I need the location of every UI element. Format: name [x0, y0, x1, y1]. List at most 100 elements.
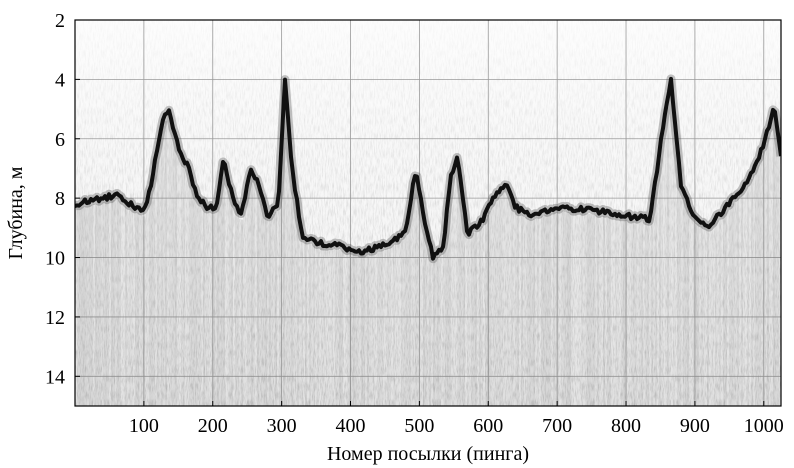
sub-bottom-echo	[557, 211, 559, 406]
x-tick-label: 400	[336, 415, 366, 437]
sub-bottom-echo	[453, 173, 455, 406]
sub-bottom-echo	[287, 108, 289, 406]
sub-bottom-echo	[757, 164, 759, 406]
sub-bottom-echo	[351, 252, 353, 406]
sub-bottom-echo	[643, 222, 645, 406]
sub-bottom-echo	[303, 241, 305, 406]
sub-bottom-echo	[199, 201, 201, 406]
y-tick-label: 12	[45, 307, 65, 329]
sub-bottom-echo	[435, 259, 437, 406]
sub-bottom-echo	[391, 246, 393, 406]
x-tick-label: 300	[267, 415, 297, 437]
sub-bottom-echo	[545, 214, 547, 406]
sub-bottom-echo	[741, 193, 743, 406]
sub-bottom-echo	[369, 254, 371, 406]
sub-bottom-echo	[147, 204, 149, 406]
sub-bottom-echo	[585, 213, 587, 406]
y-tick-label: 8	[55, 188, 65, 210]
sub-bottom-echo	[97, 203, 99, 406]
sub-bottom-echo	[311, 244, 313, 406]
sub-bottom-echo	[283, 121, 285, 406]
sub-bottom-echo	[163, 125, 165, 406]
sub-bottom-echo	[275, 211, 277, 406]
sub-bottom-echo	[755, 169, 757, 406]
sub-bottom-echo	[289, 134, 291, 406]
sub-bottom-echo	[731, 205, 733, 406]
sub-bottom-echo	[531, 219, 533, 406]
sub-bottom-echo	[339, 250, 341, 406]
sub-bottom-echo	[239, 218, 241, 406]
sub-bottom-echo	[123, 203, 125, 406]
sub-bottom-echo	[211, 211, 213, 406]
sub-bottom-echo	[513, 204, 515, 406]
sub-bottom-echo	[421, 205, 423, 406]
sub-bottom-echo	[157, 154, 159, 406]
sub-bottom-echo	[657, 173, 659, 406]
sub-bottom-echo	[221, 177, 223, 406]
sub-bottom-echo	[345, 251, 347, 406]
sub-bottom-echo	[249, 180, 251, 406]
sub-bottom-echo	[291, 159, 293, 406]
sub-bottom-echo	[615, 218, 617, 406]
sub-bottom-echo	[329, 248, 331, 406]
sub-bottom-echo	[605, 216, 607, 406]
sub-bottom-echo	[153, 177, 155, 406]
sub-bottom-echo	[579, 212, 581, 406]
sub-bottom-echo	[713, 224, 715, 406]
sub-bottom-echo	[383, 249, 385, 406]
sub-bottom-echo	[497, 197, 499, 406]
sub-bottom-echo	[201, 204, 203, 406]
sub-bottom-echo	[191, 180, 193, 406]
sub-bottom-echo	[711, 226, 713, 406]
y-tick-label: 4	[55, 69, 65, 91]
sub-bottom-echo	[455, 167, 457, 406]
sub-bottom-echo	[257, 183, 259, 406]
sub-bottom-echo	[701, 225, 703, 406]
sub-bottom-echo	[775, 116, 777, 406]
sub-bottom-echo	[301, 232, 303, 406]
sub-bottom-echo	[573, 212, 575, 406]
sub-bottom-echo	[765, 144, 767, 406]
sub-bottom-echo	[597, 214, 599, 406]
sub-bottom-echo	[529, 219, 531, 406]
sub-bottom-echo	[429, 243, 431, 406]
sub-bottom-echo	[297, 205, 299, 406]
sub-bottom-echo	[197, 198, 199, 406]
sub-bottom-echo	[555, 211, 557, 406]
sub-bottom-echo	[225, 170, 227, 406]
sub-bottom-echo	[645, 222, 647, 406]
sub-bottom-echo	[717, 220, 719, 406]
sub-bottom-echo	[507, 190, 509, 406]
sub-bottom-echo	[251, 173, 253, 406]
sub-bottom-echo	[103, 202, 105, 406]
sub-bottom-echo	[401, 238, 403, 406]
sub-bottom-echo	[321, 247, 323, 406]
sub-bottom-echo	[499, 194, 501, 406]
x-axis: 100 200 300 400 500 600 700 800 900 1000	[129, 401, 784, 437]
sub-bottom-echo	[299, 218, 301, 406]
grid-lines	[75, 20, 781, 406]
sub-bottom-echo	[581, 213, 583, 406]
sub-bottom-echo	[629, 220, 631, 406]
sub-bottom-echo	[511, 199, 513, 406]
sub-bottom-echo	[91, 204, 93, 406]
sub-bottom-echo	[501, 192, 503, 406]
sub-bottom-echo	[767, 136, 769, 406]
sub-bottom-echo	[405, 235, 407, 406]
sub-bottom-echo	[365, 255, 367, 406]
sub-bottom-echo	[535, 218, 537, 406]
sub-bottom-echo	[659, 159, 661, 406]
sub-bottom-echo	[207, 211, 209, 406]
sub-bottom-echo	[521, 214, 523, 406]
sub-bottom-echo	[437, 257, 439, 406]
sub-bottom-echo	[493, 203, 495, 406]
sub-bottom-echo	[353, 253, 355, 406]
sub-bottom-echo	[399, 240, 401, 406]
sub-bottom-echo	[223, 164, 225, 406]
y-tick-label: 2	[55, 10, 65, 32]
sub-bottom-echo	[763, 150, 765, 406]
sub-bottom-echo	[777, 130, 779, 406]
sub-bottom-echo	[189, 173, 191, 406]
sub-bottom-echo	[209, 211, 211, 406]
water-column-fade	[75, 20, 781, 406]
